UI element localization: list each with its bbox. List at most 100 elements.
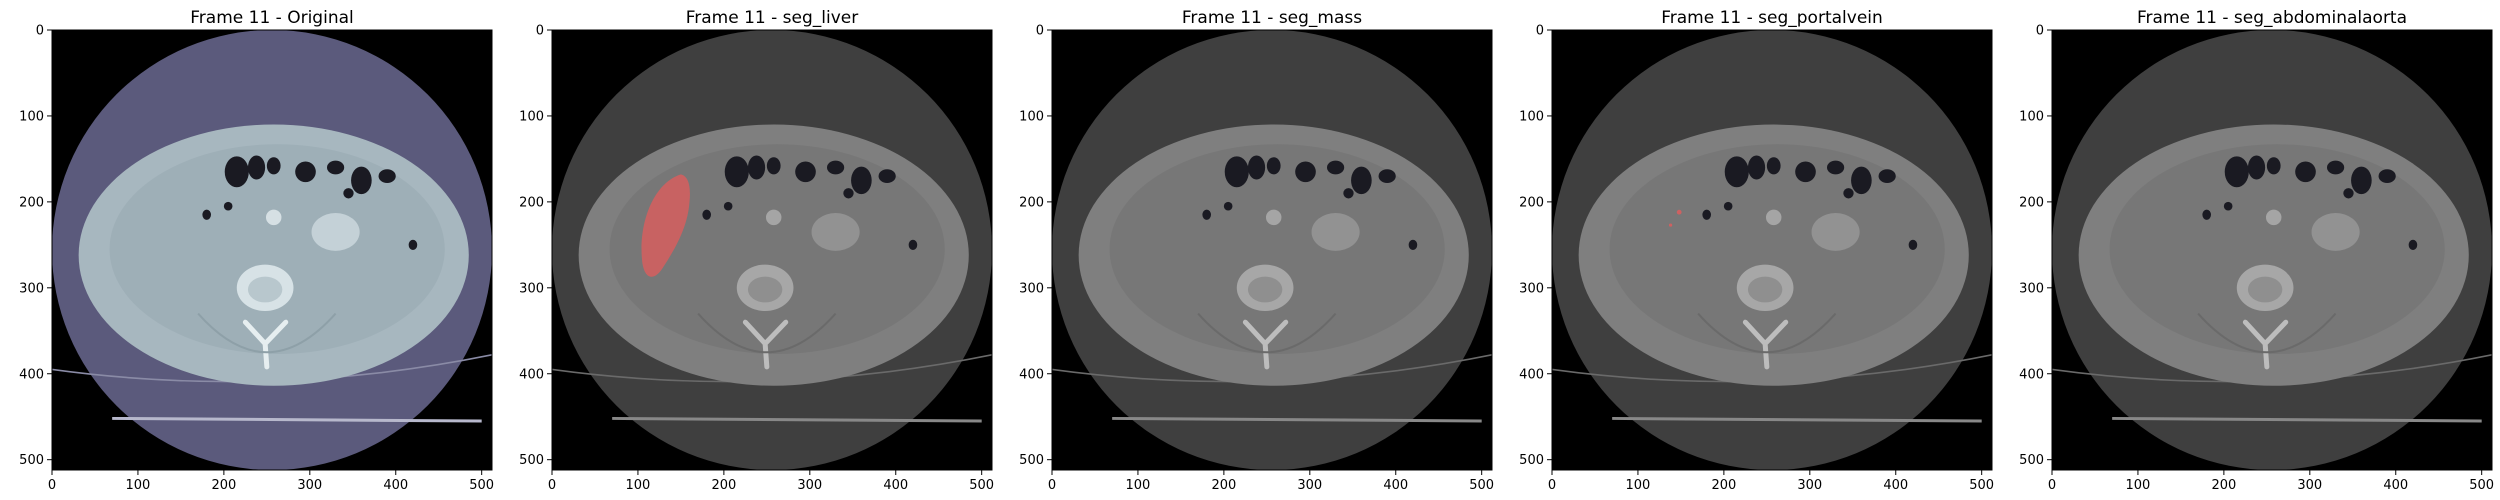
y-tick-label: 100: [519, 109, 544, 124]
y-tick-label: 200: [19, 195, 44, 210]
muscle-outline: [697, 312, 837, 354]
panel-1: Frame 11 - Original 0 100 200 300 400 500 0 100 2…: [19, 8, 494, 493]
spinous-process: [2242, 319, 2289, 370]
muscle-outline: [2197, 312, 2337, 354]
bowel-gas: [247, 155, 266, 180]
y-tick-label: 400: [19, 367, 44, 382]
bowel-gas: [1202, 209, 1211, 220]
y-tick-label: 400: [1519, 367, 1544, 382]
vertebral-marrow: [747, 276, 783, 303]
aorta: [1765, 209, 1782, 226]
ct-image: [2052, 30, 2492, 470]
x-tick-label: 400: [1383, 478, 1408, 493]
y-tick-label: 500: [19, 453, 44, 468]
x-tick-label: 300: [1297, 478, 1322, 493]
bowel-gas: [1795, 161, 1816, 183]
bowel-gas: [266, 157, 281, 175]
bowel-gas: [327, 160, 345, 175]
spinous-process: [242, 319, 289, 370]
y-tick-label: 500: [1519, 453, 1544, 468]
kidney: [311, 213, 360, 251]
bowel-gas: [2408, 239, 2418, 250]
aorta: [1265, 209, 1282, 226]
bowel-gas: [1223, 201, 1233, 211]
bowel-gas: [2327, 160, 2345, 175]
aorta: [2265, 209, 2282, 226]
x-tick-label: 300: [797, 478, 822, 493]
y-tick-label: 100: [2019, 109, 2044, 124]
x-tick-label: 100: [2126, 478, 2151, 493]
liver-segmentation-overlay: [641, 174, 690, 277]
bowel-gas: [2247, 155, 2266, 180]
bowel-gas: [223, 201, 233, 211]
bowel-gas: [1351, 166, 1372, 195]
y-tick-label: 200: [1019, 195, 1044, 210]
x-tick-label: 500: [1969, 478, 1994, 493]
bowel-gas: [1702, 209, 1711, 220]
x-tick-label: 200: [711, 478, 736, 493]
y-tick-label: 0: [1536, 24, 1544, 39]
vertebral-marrow: [2247, 276, 2283, 303]
bowel-gas: [908, 239, 918, 250]
kidney: [811, 213, 860, 251]
x-tick-label: 400: [883, 478, 908, 493]
bowel-gas: [2343, 188, 2354, 199]
table-edge: [112, 416, 482, 423]
kidney: [1811, 213, 1860, 251]
bowel-gas: [766, 157, 781, 175]
ct-image: [1052, 30, 1492, 470]
bowel-gas: [1766, 157, 1781, 175]
panel-title: Frame 11 - seg_mass: [1182, 8, 1362, 28]
y-tick-label: 400: [2019, 367, 2044, 382]
bowel-gas: [1378, 169, 1396, 183]
bowel-gas: [1224, 156, 1249, 188]
bowel-gas: [408, 239, 418, 250]
spinous-process: [1242, 319, 1289, 370]
bowel-gas: [1266, 157, 1281, 175]
portalvein-segmentation-overlay: [1676, 209, 1682, 215]
x-tick-label: 400: [383, 478, 408, 493]
y-tick-label: 400: [1019, 367, 1044, 382]
y-tick-label: 100: [1019, 109, 1044, 124]
panel-2: Frame 11 - seg_liver 0 100 200 300 400 500 0 100…: [519, 8, 994, 493]
y-tick-label: 200: [1519, 195, 1544, 210]
x-tick-label: 300: [1797, 478, 1822, 493]
bowel-gas: [378, 169, 396, 183]
abdominal-cavity: [2109, 144, 2445, 354]
y-tick-label: 300: [19, 281, 44, 296]
x-tick-label: 0: [2048, 478, 2056, 493]
panel-title: Frame 11 - seg_abdominalaorta: [2137, 8, 2407, 28]
bowel-gas: [2223, 201, 2233, 211]
panel-title: Frame 11 - seg_liver: [686, 8, 859, 28]
x-tick-label: 200: [1711, 478, 1736, 493]
panel-title: Frame 11 - Original: [190, 8, 353, 28]
bowel-gas: [1408, 239, 1418, 250]
y-tick-label: 0: [1036, 24, 1044, 39]
vertebral-marrow: [1247, 276, 1283, 303]
bowel-gas: [343, 188, 354, 199]
bowel-gas: [1843, 188, 1854, 199]
ct-image: [1552, 30, 1992, 470]
bowel-gas: [202, 209, 211, 220]
bowel-gas: [1724, 156, 1749, 188]
bowel-gas: [351, 166, 372, 195]
x-tick-label: 200: [1211, 478, 1236, 493]
bowel-gas: [2202, 209, 2211, 220]
vertebral-marrow: [247, 276, 283, 303]
x-tick-label: 200: [211, 478, 236, 493]
x-tick-label: 500: [969, 478, 994, 493]
bowel-gas: [224, 156, 249, 188]
y-tick-label: 300: [2019, 281, 2044, 296]
bowel-gas: [851, 166, 872, 195]
kidney: [1311, 213, 1360, 251]
bowel-gas: [2266, 157, 2281, 175]
panel-3: Frame 11 - seg_mass 0 100 200 300 400 500 0 100 2…: [1019, 8, 1494, 493]
bowel-gas: [878, 169, 896, 183]
x-tick-label: 300: [297, 478, 322, 493]
panel-title: Frame 11 - seg_portalvein: [1661, 8, 1883, 28]
bowel-gas: [1343, 188, 1354, 199]
ct-image: [552, 30, 992, 470]
x-tick-label: 0: [1048, 478, 1056, 493]
muscle-outline: [1697, 312, 1837, 354]
bowel-gas: [1295, 161, 1316, 183]
